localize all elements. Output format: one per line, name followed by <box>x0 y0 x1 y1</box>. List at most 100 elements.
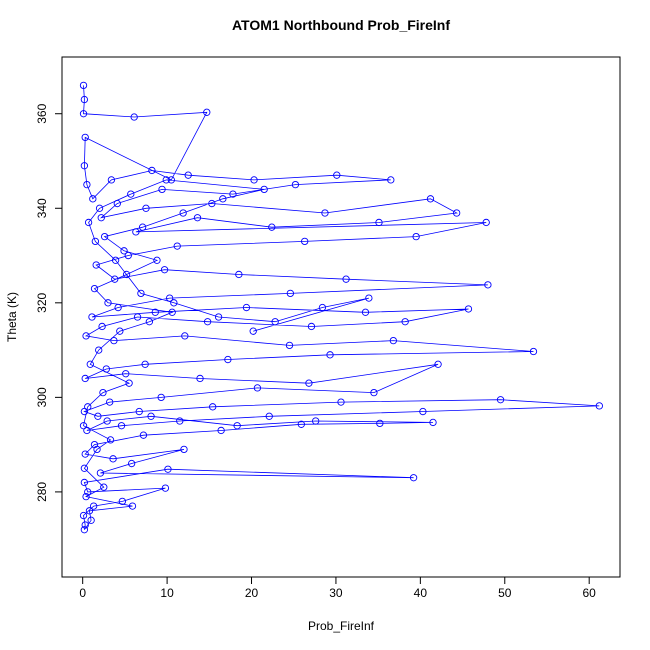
data-point <box>95 204 104 212</box>
data-point <box>209 403 217 411</box>
data-point <box>165 294 174 302</box>
data-point <box>80 464 89 472</box>
data-point <box>153 256 161 264</box>
data-point <box>120 247 128 255</box>
data-point <box>79 422 88 430</box>
data-point <box>90 284 99 293</box>
data-point <box>82 332 90 340</box>
data-point <box>116 327 124 335</box>
data-point <box>170 299 178 307</box>
data-point <box>168 308 176 316</box>
y-tick-label: 280 <box>35 482 49 502</box>
data-point <box>370 388 378 397</box>
x-tick-label: 50 <box>498 586 512 600</box>
data-point <box>312 417 320 425</box>
data-point <box>88 313 96 321</box>
data-point <box>145 318 154 326</box>
data-point <box>484 281 492 289</box>
data-point <box>127 190 135 198</box>
data-point <box>337 398 345 406</box>
data-point <box>127 459 136 468</box>
data-point <box>86 360 94 368</box>
x-tick-label: 60 <box>583 586 597 600</box>
data-point <box>208 199 216 208</box>
data-point <box>429 418 437 427</box>
data-point <box>426 195 435 203</box>
x-tick-label: 0 <box>79 586 86 600</box>
data-point <box>224 355 232 364</box>
data-point <box>180 445 188 454</box>
data-point <box>118 497 127 506</box>
data-point <box>109 455 117 463</box>
data-point <box>87 516 95 524</box>
data-point <box>133 313 142 321</box>
y-tick-label: 360 <box>35 103 49 123</box>
data-point <box>333 171 341 179</box>
data-line <box>83 85 600 530</box>
data-point <box>128 502 137 510</box>
data-point <box>89 195 97 203</box>
data-point <box>229 190 237 198</box>
data-point <box>92 261 100 269</box>
data-point <box>81 521 89 529</box>
data-point <box>342 275 350 283</box>
data-point <box>301 237 309 246</box>
data-point <box>111 275 119 283</box>
data-point <box>132 228 140 236</box>
data-point <box>80 478 89 487</box>
data-point <box>297 420 305 428</box>
data-point <box>401 318 409 326</box>
data-point <box>291 180 300 189</box>
data-point <box>148 166 156 175</box>
data-point <box>79 511 88 520</box>
data-point <box>106 398 114 406</box>
data-point <box>83 426 91 435</box>
data-point <box>104 299 112 307</box>
data-point <box>529 347 538 356</box>
data-point <box>321 209 329 217</box>
y-axis-label: Theta (K) <box>5 292 19 342</box>
data-point <box>98 322 106 331</box>
data-point <box>81 450 89 458</box>
x-axis-label: Prob_FireInf <box>308 619 375 633</box>
data-point <box>214 313 223 321</box>
data-point <box>97 214 105 222</box>
data-point <box>305 379 313 387</box>
data-point <box>434 360 442 368</box>
data-point <box>271 318 279 326</box>
data-point <box>111 256 120 264</box>
data-point <box>94 412 102 420</box>
data-point <box>179 209 187 217</box>
data-point <box>253 384 262 392</box>
data-point <box>103 417 111 425</box>
data-point <box>83 180 91 189</box>
data-point <box>286 289 294 298</box>
data-point <box>595 402 603 410</box>
data-point <box>158 185 166 194</box>
data-point <box>203 318 212 326</box>
data-point <box>93 445 101 454</box>
data-point <box>361 308 370 316</box>
data-point <box>80 162 89 170</box>
data-point <box>147 412 155 420</box>
x-tick-label: 30 <box>329 586 343 600</box>
data-point <box>161 484 170 492</box>
data-point <box>95 346 103 354</box>
data-point <box>117 422 126 430</box>
data-point <box>453 209 461 217</box>
data-point <box>375 218 383 227</box>
data-point <box>268 223 276 231</box>
data-point <box>387 176 395 184</box>
data-point <box>167 176 175 184</box>
data-point <box>219 195 227 203</box>
data-point <box>162 176 170 184</box>
data-point <box>138 223 147 231</box>
y-tick-label: 340 <box>35 198 49 218</box>
data-point <box>464 305 473 313</box>
data-point <box>122 370 130 378</box>
data-point <box>176 417 184 425</box>
chart-title: ATOM1 Northbound Prob_FireInf <box>232 17 450 33</box>
data-point <box>80 526 89 534</box>
data-point <box>249 327 257 335</box>
data-point <box>184 171 192 179</box>
